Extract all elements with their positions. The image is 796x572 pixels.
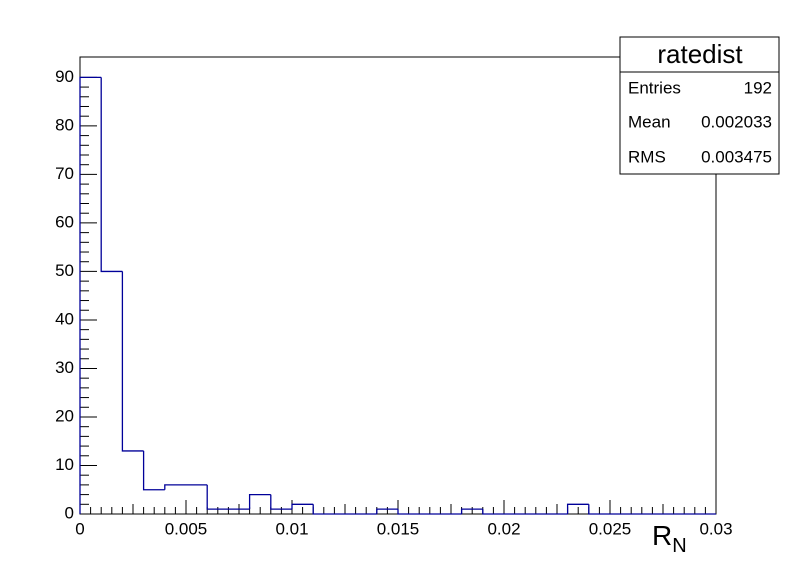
x-tick-label: 0.005 [165,519,208,538]
histogram-bin [482,509,504,515]
histogram-bin [397,509,420,515]
histogram-bin [142,450,165,491]
histogram-bin [460,508,483,514]
x-tick-label: 0.025 [589,519,632,538]
y-tick-label: 20 [55,406,74,425]
stats-value: 0.003475 [701,147,772,166]
y-tick-label: 70 [55,164,74,183]
histogram-bin [206,484,229,510]
histogram-bin [566,503,589,514]
x-tick-label: 0.03 [699,519,732,538]
x-tick-label: 0 [75,519,84,538]
stats-box: ratedist Entries 192 Mean 0.002033 RMS 0… [619,36,780,175]
y-tick-label: 80 [55,115,74,134]
stats-value: 192 [744,78,772,97]
stats-key: RMS [628,147,666,166]
histogram-bin [248,493,271,510]
y-tick-label: 30 [55,358,74,377]
histogram-bin [270,494,292,510]
x-axis-label: RN [652,520,687,557]
y-tick-label: 10 [55,455,74,474]
histogram-bin [588,504,610,515]
y-tick-label: 60 [55,212,74,231]
stats-frame [619,36,780,175]
stats-key: Mean [628,112,671,131]
x-tick-label: 0.02 [487,519,520,538]
y-tick-label: 40 [55,309,74,328]
stats-title: ratedist [657,39,743,69]
histogram-bin [312,504,335,515]
y-tick-label: 0 [65,503,74,522]
x-label-sub: N [672,535,686,557]
y-tick-label: 50 [55,261,74,280]
histogram-bin [100,77,123,273]
stats-value: 0.002033 [701,112,772,131]
histogram-bin [291,503,314,510]
histogram-bin [79,76,102,514]
x-tick-label: 0.015 [377,519,420,538]
histogram-bin [376,508,398,514]
stats-key: Entries [628,78,681,97]
y-tick-label: 90 [55,67,74,86]
x-tick-label: 0.01 [275,519,308,538]
histogram-bin [164,484,186,490]
x-label-main: R [652,520,672,551]
histogram-bin [121,271,144,452]
